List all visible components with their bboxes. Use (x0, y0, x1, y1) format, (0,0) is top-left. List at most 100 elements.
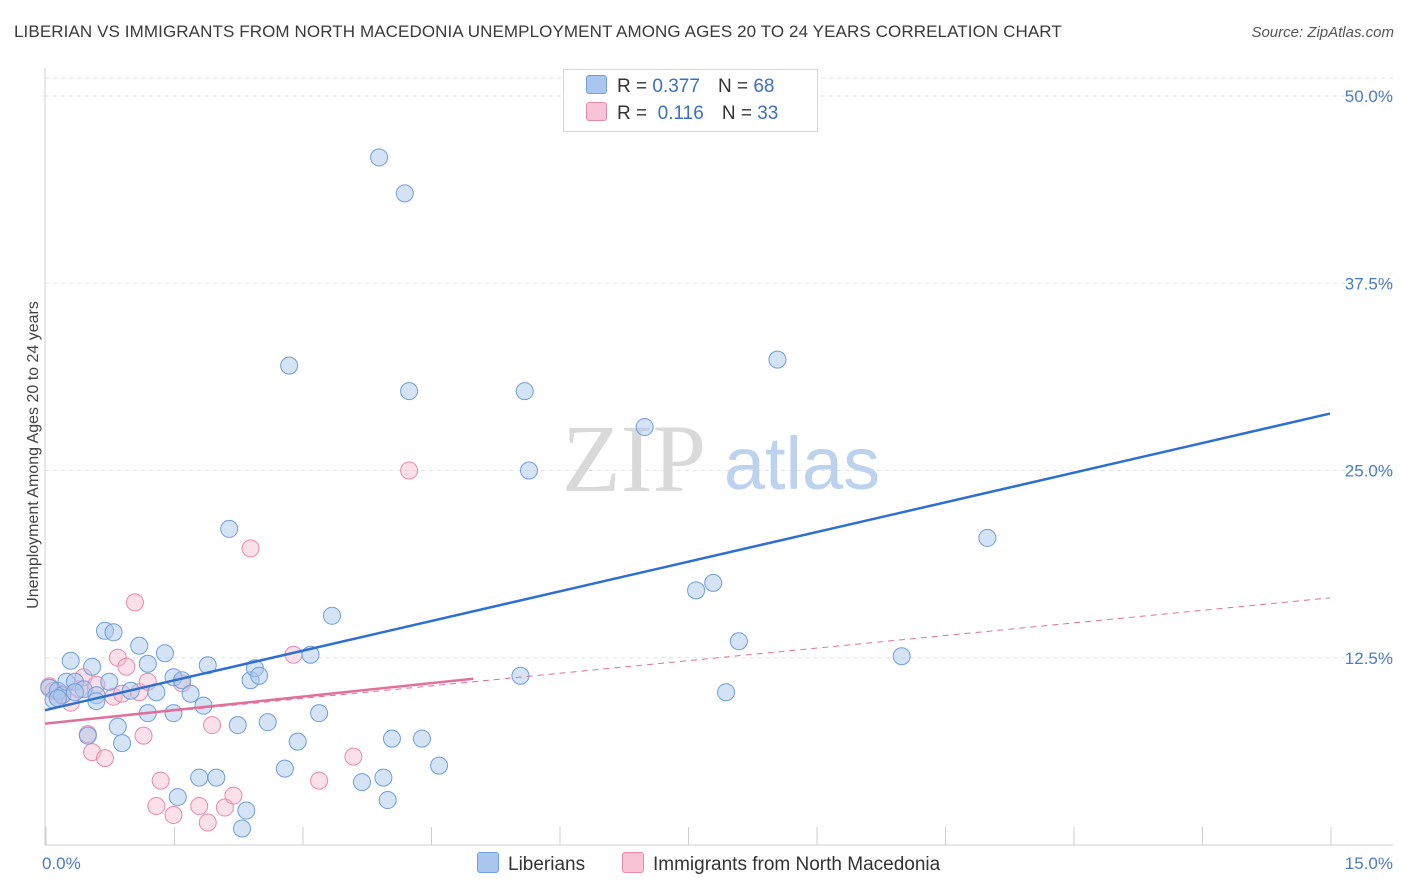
point-liberians (155, 644, 174, 663)
point-liberians (635, 418, 654, 437)
legend-row-liberians: R = 0.377 N = 68 (586, 75, 774, 98)
point-liberians (168, 788, 187, 807)
trend-line-immigrants (44, 677, 474, 725)
bottom-legend-label-immigrants: Immigrants from North Macedonia (653, 854, 941, 875)
legend-r-value-liberians: 0.377 (652, 76, 700, 97)
bottom-legend-swatch-blue (477, 852, 499, 873)
point-liberians (100, 672, 119, 691)
trend-line-liberians (44, 412, 1331, 712)
point-liberians (220, 519, 239, 538)
point-immigrants (310, 771, 329, 790)
point-liberians (374, 768, 393, 787)
trend-line-immigrants-extended (44, 597, 1331, 725)
point-immigrants (241, 539, 260, 558)
point-liberians (228, 716, 247, 735)
tick-layer: 12.5% 25.0% 37.5% 50.0% 0.0% 15.0% (42, 87, 1393, 873)
point-liberians (768, 350, 787, 369)
point-liberians (65, 683, 84, 702)
bottom-legend-label-liberians: Liberians (508, 854, 586, 875)
point-immigrants (134, 726, 153, 745)
point-liberians (83, 657, 102, 676)
point-immigrants (164, 806, 183, 825)
point-liberians (978, 528, 997, 547)
point-liberians (717, 683, 736, 702)
point-liberians (190, 768, 209, 787)
point-immigrants (190, 797, 209, 816)
point-liberians (113, 734, 132, 753)
point-liberians (515, 382, 534, 401)
point-liberians (48, 689, 67, 708)
point-liberians (275, 759, 294, 778)
chart-title: LIBERIAN VS IMMIGRANTS FROM NORTH MACEDO… (14, 22, 1062, 41)
point-liberians (233, 819, 252, 838)
point-liberians (130, 636, 149, 655)
y-tick-label: 25.0% (1345, 462, 1393, 481)
point-liberians (352, 773, 371, 792)
point-liberians (412, 729, 431, 748)
source-note: Source: ZipAtlas.com (1251, 24, 1394, 41)
watermark-zip: ZIP (562, 405, 706, 512)
point-immigrants (95, 749, 114, 768)
point-liberians (892, 647, 911, 666)
point-immigrants (117, 657, 136, 676)
legend-n-label: N = (721, 103, 752, 124)
legend-r-label: R = (617, 76, 648, 97)
point-liberians (250, 666, 269, 685)
bottom-legend-immigrants: Immigrants from North Macedonia (622, 852, 940, 876)
point-immigrants (224, 786, 243, 805)
y-tick-label: 37.5% (1345, 274, 1393, 293)
point-liberians (520, 461, 539, 480)
point-immigrants (400, 461, 419, 480)
point-liberians (207, 768, 226, 787)
point-immigrants (125, 593, 144, 612)
correlation-legend: R = 0.377 N = 68 R = 0.116 N = 33 (563, 69, 818, 132)
point-liberians (729, 632, 748, 651)
point-liberians (181, 684, 200, 703)
point-immigrants (151, 771, 170, 790)
legend-n-label: N = (717, 76, 749, 97)
point-liberians (164, 704, 183, 723)
point-liberians (61, 651, 80, 670)
point-liberians (237, 801, 256, 820)
x-tick-label-max: 15.0% (1345, 854, 1393, 873)
point-liberians (104, 623, 123, 642)
y-axis-label: Unemployment Among Ages 20 to 24 years (25, 301, 42, 609)
legend-n-value-immigrants: 33 (757, 103, 779, 124)
legend-swatch-blue (586, 75, 607, 94)
bottom-legend-liberians: Liberians (477, 852, 585, 876)
y-tick-label: 12.5% (1345, 649, 1393, 668)
point-immigrants (147, 797, 166, 816)
legend-n-value-liberians: 68 (753, 76, 775, 97)
y-tick-label: 50.0% (1345, 87, 1393, 106)
x-tick-label-min: 0.0% (42, 854, 81, 873)
point-liberians (87, 692, 106, 711)
watermark-atlas: atlas (724, 422, 880, 505)
point-liberians (280, 356, 299, 375)
point-liberians (511, 666, 530, 685)
point-liberians (310, 704, 329, 723)
point-liberians (382, 729, 401, 748)
point-immigrants (344, 747, 363, 766)
legend-r-value-immigrants: 0.116 (657, 103, 704, 124)
legend-row-immigrants: R = 0.116 N = 33 (586, 102, 778, 125)
point-liberians (370, 148, 389, 167)
point-liberians (378, 791, 397, 810)
point-liberians (108, 717, 127, 736)
grid-layer (45, 77, 1393, 659)
legend-r-label: R = (617, 103, 648, 124)
point-liberians (400, 382, 419, 401)
point-immigrants (203, 716, 222, 735)
point-liberians (138, 654, 157, 673)
point-liberians (288, 732, 307, 751)
point-liberians (322, 606, 341, 625)
bottom-legend-swatch-pink (622, 852, 644, 873)
point-liberians (78, 726, 97, 745)
trend-layer (44, 412, 1331, 725)
legend-swatch-pink (586, 102, 607, 121)
point-liberians (258, 713, 277, 732)
point-liberians (704, 573, 723, 592)
point-liberians (430, 756, 449, 775)
point-liberians (687, 581, 706, 600)
axis-layer (44, 68, 1393, 846)
